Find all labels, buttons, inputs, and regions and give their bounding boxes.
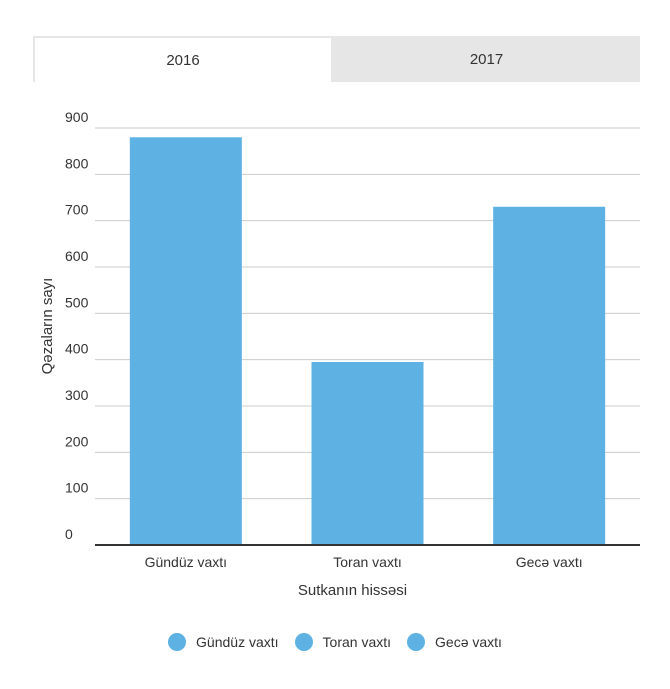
- y-tick-label: 100: [65, 480, 89, 496]
- legend-label: Toran vaxtı: [322, 634, 392, 650]
- y-tick-label: 900: [65, 109, 89, 125]
- y-tick-label: 200: [65, 433, 89, 449]
- tab-2017[interactable]: 2017: [469, 50, 504, 68]
- bar: [311, 361, 424, 545]
- tab-2016[interactable]: 2016: [33, 36, 333, 82]
- x-tick-label: Gecə vaxtı: [516, 554, 583, 570]
- y-tick-label: 300: [65, 387, 89, 403]
- y-tick-label: 700: [65, 202, 89, 218]
- y-tick-label: 400: [65, 341, 89, 357]
- legend-label: Gündüz vaxtı: [196, 634, 279, 650]
- y-tick-label: 500: [65, 294, 89, 310]
- y-axis-title: Qəzaların sayı: [39, 278, 56, 375]
- legend-marker: [168, 633, 187, 651]
- bar: [493, 206, 606, 545]
- legend-item[interactable]: Toran vaxtı: [294, 633, 392, 651]
- x-tick-label: Toran vaxtı: [333, 554, 401, 570]
- bar: [129, 137, 242, 545]
- y-tick-label: 800: [65, 155, 89, 171]
- legend-label: Gecə vaxtı: [435, 634, 502, 650]
- year-tabs: 2016 2017: [33, 36, 640, 82]
- bar-chart: 0 100 200 300 400 500 600 700 800 900 Gündüz vaxtı…: [39, 109, 640, 599]
- chart-legend: Gündüz vaxtı Toran vaxtı Gecə vaxtı: [0, 633, 670, 651]
- x-axis-title: Sutkanın hissəsi: [298, 582, 407, 599]
- x-tick-label: Gündüz vaxtı: [145, 554, 228, 570]
- y-tick-label: 0: [65, 526, 73, 542]
- legend-marker: [407, 633, 426, 651]
- y-tick-label: 600: [65, 248, 89, 264]
- legend-marker: [294, 633, 313, 651]
- legend-item[interactable]: Gündüz vaxtı: [168, 633, 279, 651]
- legend-item[interactable]: Gecə vaxtı: [407, 633, 502, 651]
